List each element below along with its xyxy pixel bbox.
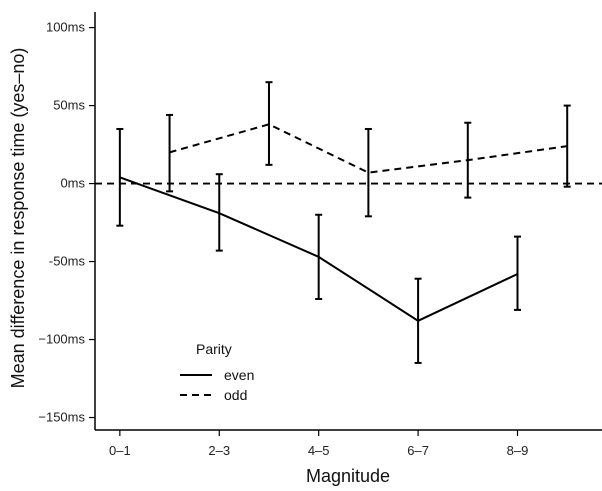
y-tick-label: 50ms	[53, 98, 85, 113]
x-tick-label: 6–7	[407, 443, 429, 458]
series-even	[116, 127, 521, 364]
series-layer	[116, 81, 571, 364]
legend-label-even: even	[224, 367, 254, 383]
y-tick-label: 0ms	[60, 176, 85, 191]
y-tick-label: 100ms	[46, 20, 86, 35]
x-tick-label: 0–1	[109, 443, 131, 458]
y-axis-title: Mean difference in response time (yes–no…	[8, 48, 28, 389]
x-tick-label: 8–9	[507, 443, 529, 458]
legend: Parity even odd	[180, 341, 254, 403]
y-tick-label: −150ms	[38, 410, 85, 425]
legend-title: Parity	[196, 341, 232, 357]
axes	[94, 12, 602, 431]
series-odd	[166, 81, 571, 218]
x-tick-label: 4–5	[308, 443, 330, 458]
x-tick-label: 2–3	[208, 443, 230, 458]
y-tick-label: −100ms	[38, 332, 85, 347]
ticks: 100ms 50ms 0ms -50ms −100ms −150ms 0–1 2–3 4–5 6–…	[38, 20, 528, 458]
y-tick-label: -50ms	[49, 254, 86, 269]
x-axis-title: Magnitude	[306, 466, 390, 486]
legend-label-odd: odd	[224, 387, 247, 403]
